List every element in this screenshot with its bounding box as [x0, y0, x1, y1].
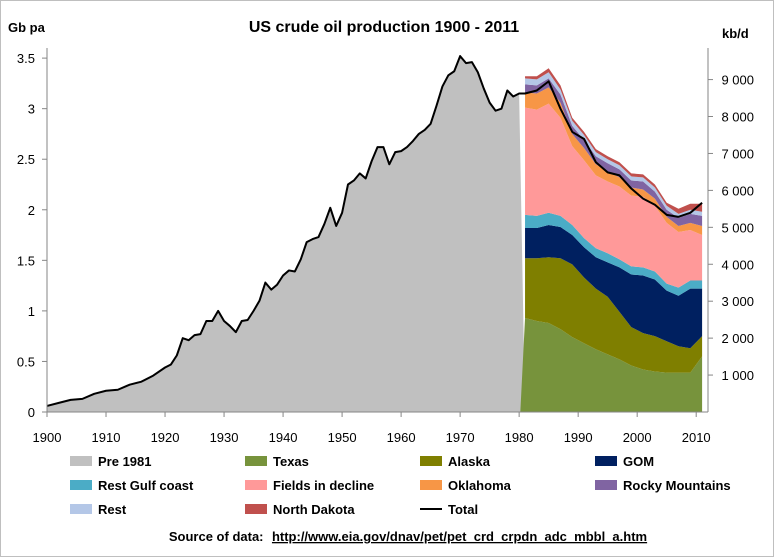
total-line — [46, 55, 703, 407]
legend-label-fields-in-decline: Fields in decline — [273, 478, 374, 493]
legend-label-rest-gulf-coast: Rest Gulf coast — [98, 478, 194, 493]
legend: Pre 1981 Texas Alaska GOM Rest Gulf coast Fie… — [70, 454, 731, 517]
area-gom — [525, 224, 703, 349]
legend-swatch-oklahoma — [420, 480, 442, 490]
source-note: Source of data: http://www.eia.gov/dnav/… — [169, 528, 647, 545]
legend-swatch-pre-1981 — [70, 456, 92, 466]
y-tick-label: 0.5 — [17, 354, 35, 369]
total-line-group — [46, 55, 703, 407]
y2-tick-label: 9 000 — [721, 73, 754, 88]
y-tick-label: 2.5 — [17, 152, 35, 167]
y-tick-label: 0 — [28, 405, 35, 420]
legend-swatch-north-dakota — [245, 504, 267, 514]
y2-tick-label: 2 000 — [721, 331, 754, 346]
y2-tick-label: 6 000 — [721, 183, 754, 198]
y-tick-label: 3.5 — [17, 51, 35, 66]
axes: 1900 1910 1920 1930 1940 1950 1960 1970 1980 1990… — [17, 48, 754, 445]
x-tick-label: 1910 — [92, 430, 121, 445]
x-tick-label: 1920 — [151, 430, 180, 445]
x-tick-label: 1930 — [210, 430, 239, 445]
y-tick-label: 3 — [28, 102, 35, 117]
y2-tick-label: 1 000 — [721, 368, 754, 383]
area-alaska — [525, 257, 703, 373]
legend-label-rest: Rest — [98, 502, 127, 517]
y-tick-label: 2 — [28, 203, 35, 218]
legend-label-total: Total — [448, 502, 478, 517]
legend-swatch-gom — [595, 456, 617, 466]
area-fields-in-decline — [525, 103, 703, 288]
area-rest-gulf-coast — [525, 212, 703, 296]
x-tick-label: 1980 — [505, 430, 534, 445]
x-tick-label: 2000 — [623, 430, 652, 445]
y-tick-label: 1.5 — [17, 253, 35, 268]
area-oklahoma — [525, 87, 703, 236]
y-axis-left-title: Gb pa — [8, 20, 46, 35]
legend-swatch-rocky-mountains — [595, 480, 617, 490]
legend-label-alaska: Alaska — [448, 454, 491, 469]
x-tick-label: 1990 — [564, 430, 593, 445]
x-tick-label: 1950 — [328, 430, 357, 445]
legend-label-oklahoma: Oklahoma — [448, 478, 512, 493]
legend-swatch-fields-in-decline — [245, 480, 267, 490]
y2-tick-label: 3 000 — [721, 294, 754, 309]
stacked-areas — [47, 56, 703, 413]
legend-swatch-texas — [245, 456, 267, 466]
y-tick-label: 1 — [28, 304, 35, 319]
legend-label-north-dakota: North Dakota — [273, 502, 355, 517]
x-tick-label: 1900 — [33, 430, 62, 445]
x-tick-label: 1940 — [269, 430, 298, 445]
legend-swatch-rest-gulf-coast — [70, 480, 92, 490]
legend-swatch-alaska — [420, 456, 442, 466]
x-tick-label: 1960 — [387, 430, 416, 445]
x-tick-label: 2010 — [682, 430, 711, 445]
source-link[interactable]: http://www.eia.gov/dnav/pet/pet_crd_crpd… — [272, 529, 647, 544]
legend-label-pre-1981: Pre 1981 — [98, 454, 152, 469]
legend-label-gom: GOM — [623, 454, 654, 469]
y2-tick-label: 4 000 — [721, 257, 754, 272]
area-pre-1981 — [47, 56, 526, 413]
y2-tick-label: 8 000 — [721, 110, 754, 125]
legend-label-texas: Texas — [273, 454, 309, 469]
source-label: Source of data: — [169, 529, 264, 544]
y2-tick-label: 7 000 — [721, 146, 754, 161]
legend-swatch-rest — [70, 504, 92, 514]
area-texas — [520, 317, 703, 412]
y2-tick-label: 5 000 — [721, 220, 754, 235]
chart-title: US crude oil production 1900 - 2011 — [249, 19, 519, 36]
x-tick-label: 1970 — [446, 430, 475, 445]
legend-label-rocky-mountains: Rocky Mountains — [623, 478, 731, 493]
y-axis-right-title: kb/d — [722, 26, 749, 41]
